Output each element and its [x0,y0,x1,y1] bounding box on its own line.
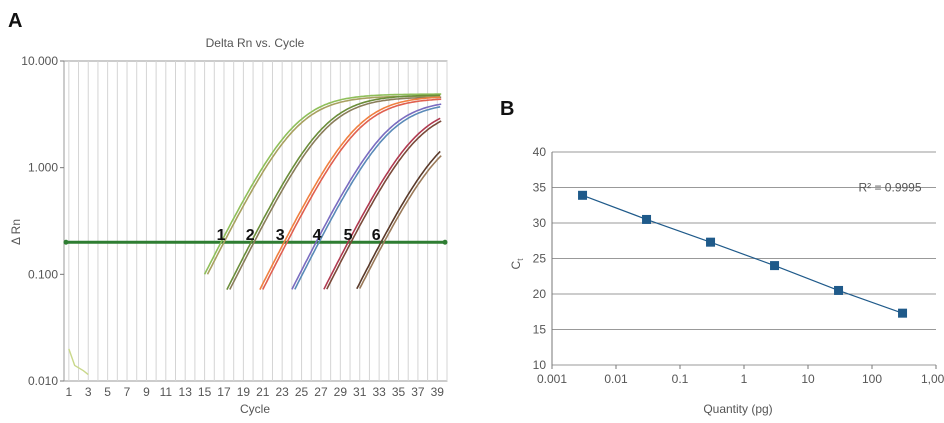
chart-a-x-tick-label: 13 [179,385,193,399]
chart-b-y-tick-label: 30 [533,216,547,230]
chart-b-x-tick-label: 0.001 [537,372,567,386]
chart-a-x-tick-label: 31 [353,385,367,399]
panel-a-label: A [8,10,23,32]
chart-b-plot: 10 15 20 25 30 35 40 0.001 0.01 0.1 1 10 100 1,000 R² … [533,145,944,386]
chart-b-y-axis-title: Ct [509,258,525,270]
chart-a-y-tick-label: 10.000 [21,54,58,68]
chart-a-amplification-curve [203,93,442,275]
chart-a-curve-label: 6 [372,227,381,244]
chart-a-y-tick-label: 0.100 [28,267,58,281]
chart-a-y-tick-label: 0.010 [28,374,58,388]
chart-b-y-tick-label: 15 [533,323,547,337]
chart-a-amplification-curve [323,117,441,290]
chart-a-threshold-marker [442,239,448,245]
chart-a-baseline-noise [68,348,89,376]
chart-b-x-tick-label: 1 [741,372,748,386]
chart-a-amplification-curve [259,96,441,290]
chart-b-data-point [706,237,716,247]
chart-b-x-tick-label: 0.01 [604,372,628,386]
chart-a-amplification-curve [229,96,442,290]
chart-a-curve-label: 3 [276,227,285,244]
chart-b-fit-line [582,194,903,314]
chart-a-curve-label: 2 [246,227,255,244]
chart-a-x-tick-label: 9 [143,385,150,399]
chart-a-x-tick-label: 27 [314,385,328,399]
chart-a-amplification-curve [356,150,441,290]
chart-a-x-tick-label: 21 [256,385,270,399]
chart-a-amplification-curve [262,98,442,290]
chart-a-x-tick-label: 25 [295,385,309,399]
chart-a-y-axis-title: Δ Rn [9,219,23,245]
chart-b-y-tick-label: 35 [533,181,547,195]
chart-a-x-tick-label: 17 [217,385,231,399]
chart-b-r2-annotation: R² = 0.9995 [858,181,921,195]
chart-b-y-tick-label: 25 [533,252,547,266]
chart-a-curve-label: 4 [313,227,322,244]
chart-a-x-tick-label: 3 [85,385,92,399]
chart-a-x-tick-label: 15 [198,385,212,399]
chart-a-amplification-curve [226,94,441,290]
chart-a-x-tick-label: 39 [431,385,445,399]
chart-a-x-tick-label: 29 [334,385,348,399]
chart-a-amplification-curve [294,106,441,290]
chart-b-data-point [578,190,588,200]
chart-a-x-tick-label: 5 [104,385,111,399]
chart-a-amplification-curve [291,103,442,290]
chart-a-threshold-marker [63,239,69,245]
chart-a-x-tick-label: 19 [237,385,251,399]
chart-b-y-tick-label: 20 [533,287,547,301]
chart-a-curve-label: 1 [217,227,226,244]
chart-a-amplification-curve [358,155,442,289]
chart-a-x-tick-label: 11 [160,385,173,399]
chart-a-title: Delta Rn vs. Cycle [206,36,305,50]
chart-b-data-point [642,214,652,224]
chart-b-x-tick-label: 10 [801,372,815,386]
chart-a-amplification-curve [326,120,442,290]
chart-a-curve-label: 5 [344,227,353,244]
chart-b-x-tick-label: 0.1 [672,372,689,386]
panel-b-label: B [500,98,515,120]
chart-b-data-point [770,261,780,271]
chart-a-x-tick-label: 1 [66,385,73,399]
chart-b-x-axis-title: Quantity (pg) [703,402,772,416]
chart-a-x-tick-label: 37 [411,385,425,399]
chart-a-x-tick-label: 23 [275,385,289,399]
chart-a-x-axis-title: Cycle [240,402,270,416]
chart-b-y-tick-label: 10 [533,358,547,372]
chart-b-data-point [834,285,844,295]
chart-a-y-tick-label: 1.000 [28,161,58,175]
chart-b-x-tick-label: 100 [862,372,882,386]
chart-b-y-tick-label: 40 [533,145,547,159]
chart-b-x-tick-label: 1,000 [921,372,944,386]
chart-a-x-tick-label: 7 [124,385,131,399]
chart-a-x-tick-label: 35 [392,385,406,399]
chart-a-plot-area [63,60,448,382]
svg-text:Ct: Ct [509,258,525,270]
chart-a-x-tick-label: 33 [372,385,386,399]
chart-b-data-point [898,308,908,318]
